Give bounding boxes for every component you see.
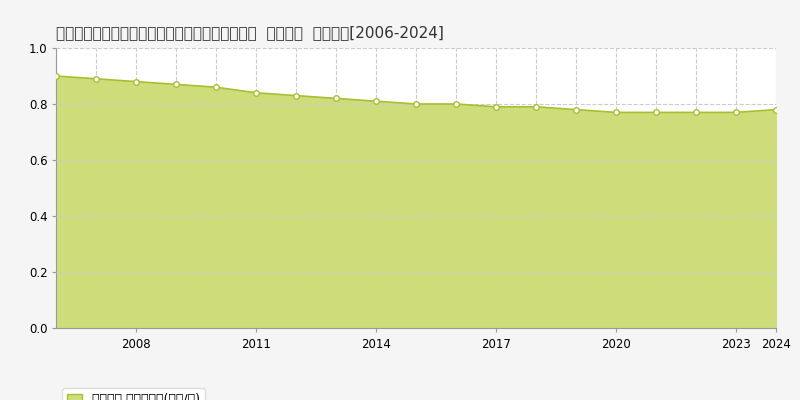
Text: 岩手県和賀郡西和賀町沢内字川舟３５地割５番内  基準地価  地価推移[2006-2024]: 岩手県和賀郡西和賀町沢内字川舟３５地割５番内 基準地価 地価推移[2006-20… (56, 25, 444, 40)
Legend: 基準地価 平均坪単価(万円/坪): 基準地価 平均坪単価(万円/坪) (62, 388, 206, 400)
